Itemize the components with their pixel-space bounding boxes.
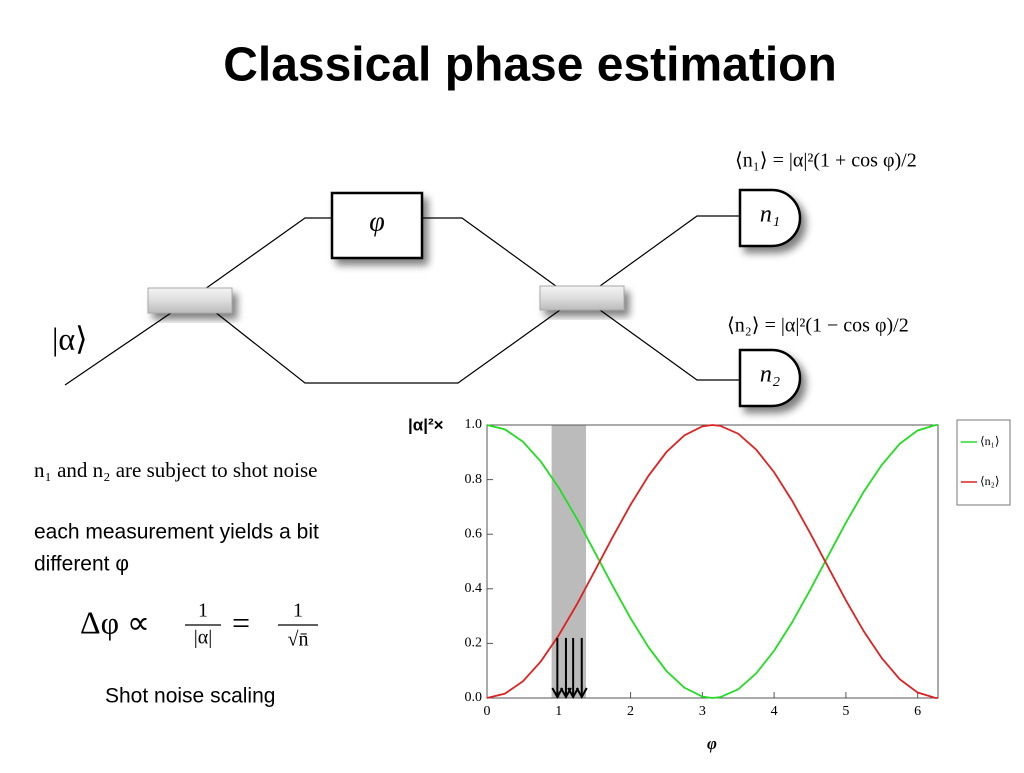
phase-box bbox=[330, 191, 424, 260]
legend-box bbox=[956, 419, 1011, 506]
formula-part: |α| bbox=[194, 627, 213, 649]
y-tick-label: 1.0 bbox=[465, 417, 483, 432]
legend-label: ⟨n₂⟩ bbox=[980, 474, 1000, 488]
detector-label: n₁ bbox=[760, 202, 780, 228]
y-tick-label: 0.4 bbox=[465, 581, 483, 596]
legend-label: ⟨n₁⟩ bbox=[980, 434, 1000, 448]
detector bbox=[738, 188, 802, 248]
y-tick-label: 0.6 bbox=[465, 526, 483, 541]
y-tick-label: 0.2 bbox=[465, 636, 483, 651]
note: each measurement yields a bit bbox=[34, 521, 319, 544]
shot-noise-formula: Δφ ∝ 1 |α| = 1 √n̄ bbox=[80, 600, 318, 651]
phase-label: φ bbox=[369, 206, 385, 237]
y-tick-label: 0.0 bbox=[465, 690, 483, 705]
formula-part: 1 bbox=[198, 600, 208, 622]
detector bbox=[738, 348, 802, 408]
series-line bbox=[486, 424, 938, 699]
note: n₁ and n₂ are subject to shot noise bbox=[34, 458, 318, 482]
y-tick-label: 0.8 bbox=[465, 472, 483, 487]
beam-splitter bbox=[147, 287, 233, 314]
beam-paths bbox=[64, 215, 740, 386]
arrow-head bbox=[551, 687, 564, 700]
x-tick-label: 6 bbox=[914, 704, 921, 719]
x-tick-label: 5 bbox=[842, 704, 849, 719]
formula-part: = bbox=[232, 604, 250, 640]
formula-part: √n̄ bbox=[288, 629, 309, 651]
caption: Shot noise scaling bbox=[105, 685, 275, 708]
x-tick-label: 2 bbox=[627, 704, 634, 719]
formula-part: Δφ ∝ bbox=[80, 604, 150, 640]
arrow-head bbox=[567, 687, 580, 700]
formula-part: 1 bbox=[293, 600, 303, 622]
detector-label: n₂ bbox=[760, 362, 780, 388]
formula: ⟨n₂⟩ = |α|²(1 − cos φ)/2 bbox=[727, 315, 909, 337]
x-tick-label: 4 bbox=[771, 704, 778, 719]
x-tick-label: 1 bbox=[555, 704, 562, 719]
formula: ⟨n₁⟩ = |α|²(1 + cos φ)/2 bbox=[735, 150, 917, 172]
note: different φ bbox=[34, 553, 129, 576]
title: Classical phase estimation bbox=[223, 39, 837, 92]
x-tick-label: 3 bbox=[699, 704, 706, 719]
x-axis-label: φ bbox=[707, 734, 717, 753]
arrow-head bbox=[575, 687, 588, 700]
beam-splitter bbox=[539, 285, 625, 311]
y-axis-label: |α|²× bbox=[408, 415, 444, 434]
x-tick-label: 0 bbox=[484, 704, 491, 719]
series-line bbox=[486, 424, 938, 699]
input-state: |α⟩ bbox=[52, 320, 88, 356]
